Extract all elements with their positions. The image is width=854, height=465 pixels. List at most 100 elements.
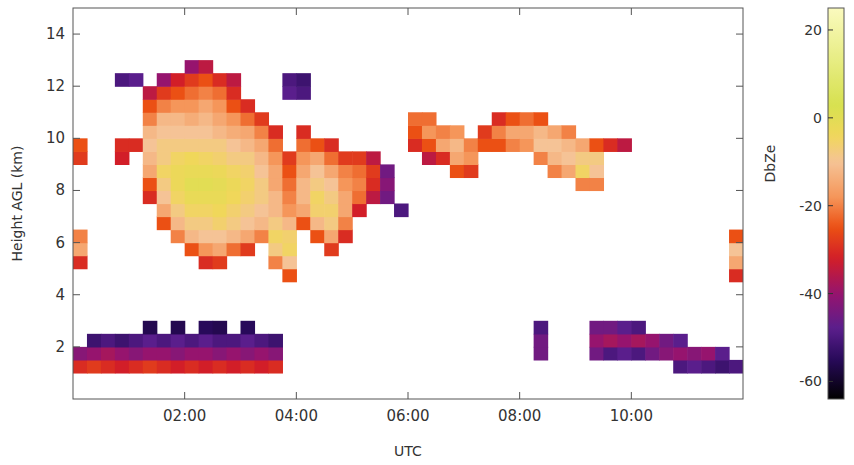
cell bbox=[171, 230, 186, 244]
cell bbox=[268, 125, 283, 139]
cell bbox=[199, 99, 214, 113]
cell bbox=[268, 360, 283, 374]
cell bbox=[171, 334, 186, 348]
x-tick bbox=[184, 392, 185, 399]
cell bbox=[631, 321, 646, 335]
cell bbox=[199, 256, 214, 270]
cell bbox=[296, 138, 311, 152]
y-tick bbox=[736, 190, 743, 191]
cell bbox=[282, 73, 297, 87]
cell bbox=[492, 138, 507, 152]
cell bbox=[645, 334, 660, 348]
y-tick bbox=[73, 34, 80, 35]
cell bbox=[338, 204, 353, 218]
cell bbox=[157, 86, 172, 100]
cell bbox=[729, 269, 743, 283]
cell bbox=[324, 164, 339, 178]
cell bbox=[185, 99, 200, 113]
cell bbox=[227, 164, 242, 178]
cell bbox=[282, 204, 297, 218]
cell bbox=[562, 164, 577, 178]
cell bbox=[324, 138, 339, 152]
cell bbox=[171, 190, 186, 204]
cell bbox=[101, 347, 116, 361]
cell bbox=[227, 86, 242, 100]
cell bbox=[87, 360, 102, 374]
cell bbox=[227, 112, 242, 126]
cell bbox=[282, 177, 297, 191]
cell bbox=[617, 334, 632, 348]
cell bbox=[171, 321, 186, 335]
cell bbox=[185, 190, 200, 204]
cell bbox=[589, 164, 604, 178]
cell bbox=[227, 190, 242, 204]
cell bbox=[282, 256, 297, 270]
chart: 246810121402:0004:0006:0008:0010:00UTCHe… bbox=[0, 0, 854, 465]
cell bbox=[143, 190, 158, 204]
cell bbox=[631, 334, 646, 348]
cell bbox=[73, 230, 88, 244]
cell bbox=[268, 204, 283, 218]
x-tick-label: 02:00 bbox=[163, 407, 206, 425]
cell bbox=[227, 125, 242, 139]
cell bbox=[254, 217, 269, 231]
cell bbox=[143, 177, 158, 191]
colorbar-tick bbox=[828, 293, 833, 294]
x-tick bbox=[408, 392, 409, 399]
cell bbox=[436, 151, 451, 165]
cell bbox=[562, 125, 577, 139]
cell bbox=[241, 138, 256, 152]
cell bbox=[213, 73, 228, 87]
cell bbox=[241, 177, 256, 191]
cell bbox=[227, 243, 242, 257]
cell bbox=[296, 217, 311, 231]
cell bbox=[366, 151, 381, 165]
cell bbox=[171, 73, 186, 87]
cell bbox=[366, 164, 381, 178]
cell bbox=[199, 217, 214, 231]
cell bbox=[171, 204, 186, 218]
cell bbox=[492, 125, 507, 139]
cell bbox=[171, 138, 186, 152]
cell bbox=[213, 125, 228, 139]
y-axis-title: Height AGL (km) bbox=[9, 146, 25, 262]
colorbar-title: DbZe bbox=[762, 145, 778, 183]
y-tick bbox=[736, 34, 743, 35]
cell bbox=[199, 112, 214, 126]
cell bbox=[422, 151, 437, 165]
cell bbox=[87, 334, 102, 348]
cell bbox=[115, 360, 130, 374]
cell bbox=[157, 347, 172, 361]
y-tick bbox=[73, 86, 80, 87]
x-tick bbox=[296, 392, 297, 399]
cell bbox=[241, 112, 256, 126]
cell bbox=[562, 151, 577, 165]
cell bbox=[227, 138, 242, 152]
cell bbox=[268, 164, 283, 178]
cell bbox=[282, 269, 297, 283]
cell bbox=[213, 190, 228, 204]
cell bbox=[157, 99, 172, 113]
cell bbox=[352, 204, 367, 218]
cell bbox=[310, 151, 325, 165]
cell bbox=[213, 347, 228, 361]
cell bbox=[324, 177, 339, 191]
cell bbox=[185, 73, 200, 87]
cell bbox=[310, 138, 325, 152]
cell bbox=[701, 347, 716, 361]
cell bbox=[338, 190, 353, 204]
cell bbox=[129, 347, 144, 361]
cell bbox=[199, 204, 214, 218]
cell bbox=[157, 334, 172, 348]
cell bbox=[534, 112, 549, 126]
colorbar-tick-label: -60 bbox=[799, 373, 822, 389]
cell bbox=[478, 125, 493, 139]
cell bbox=[171, 86, 186, 100]
cell bbox=[199, 321, 214, 335]
cell bbox=[213, 360, 228, 374]
cell bbox=[241, 125, 256, 139]
y-tick bbox=[736, 138, 743, 139]
cell bbox=[310, 190, 325, 204]
y-tick bbox=[73, 346, 80, 347]
cell bbox=[157, 204, 172, 218]
